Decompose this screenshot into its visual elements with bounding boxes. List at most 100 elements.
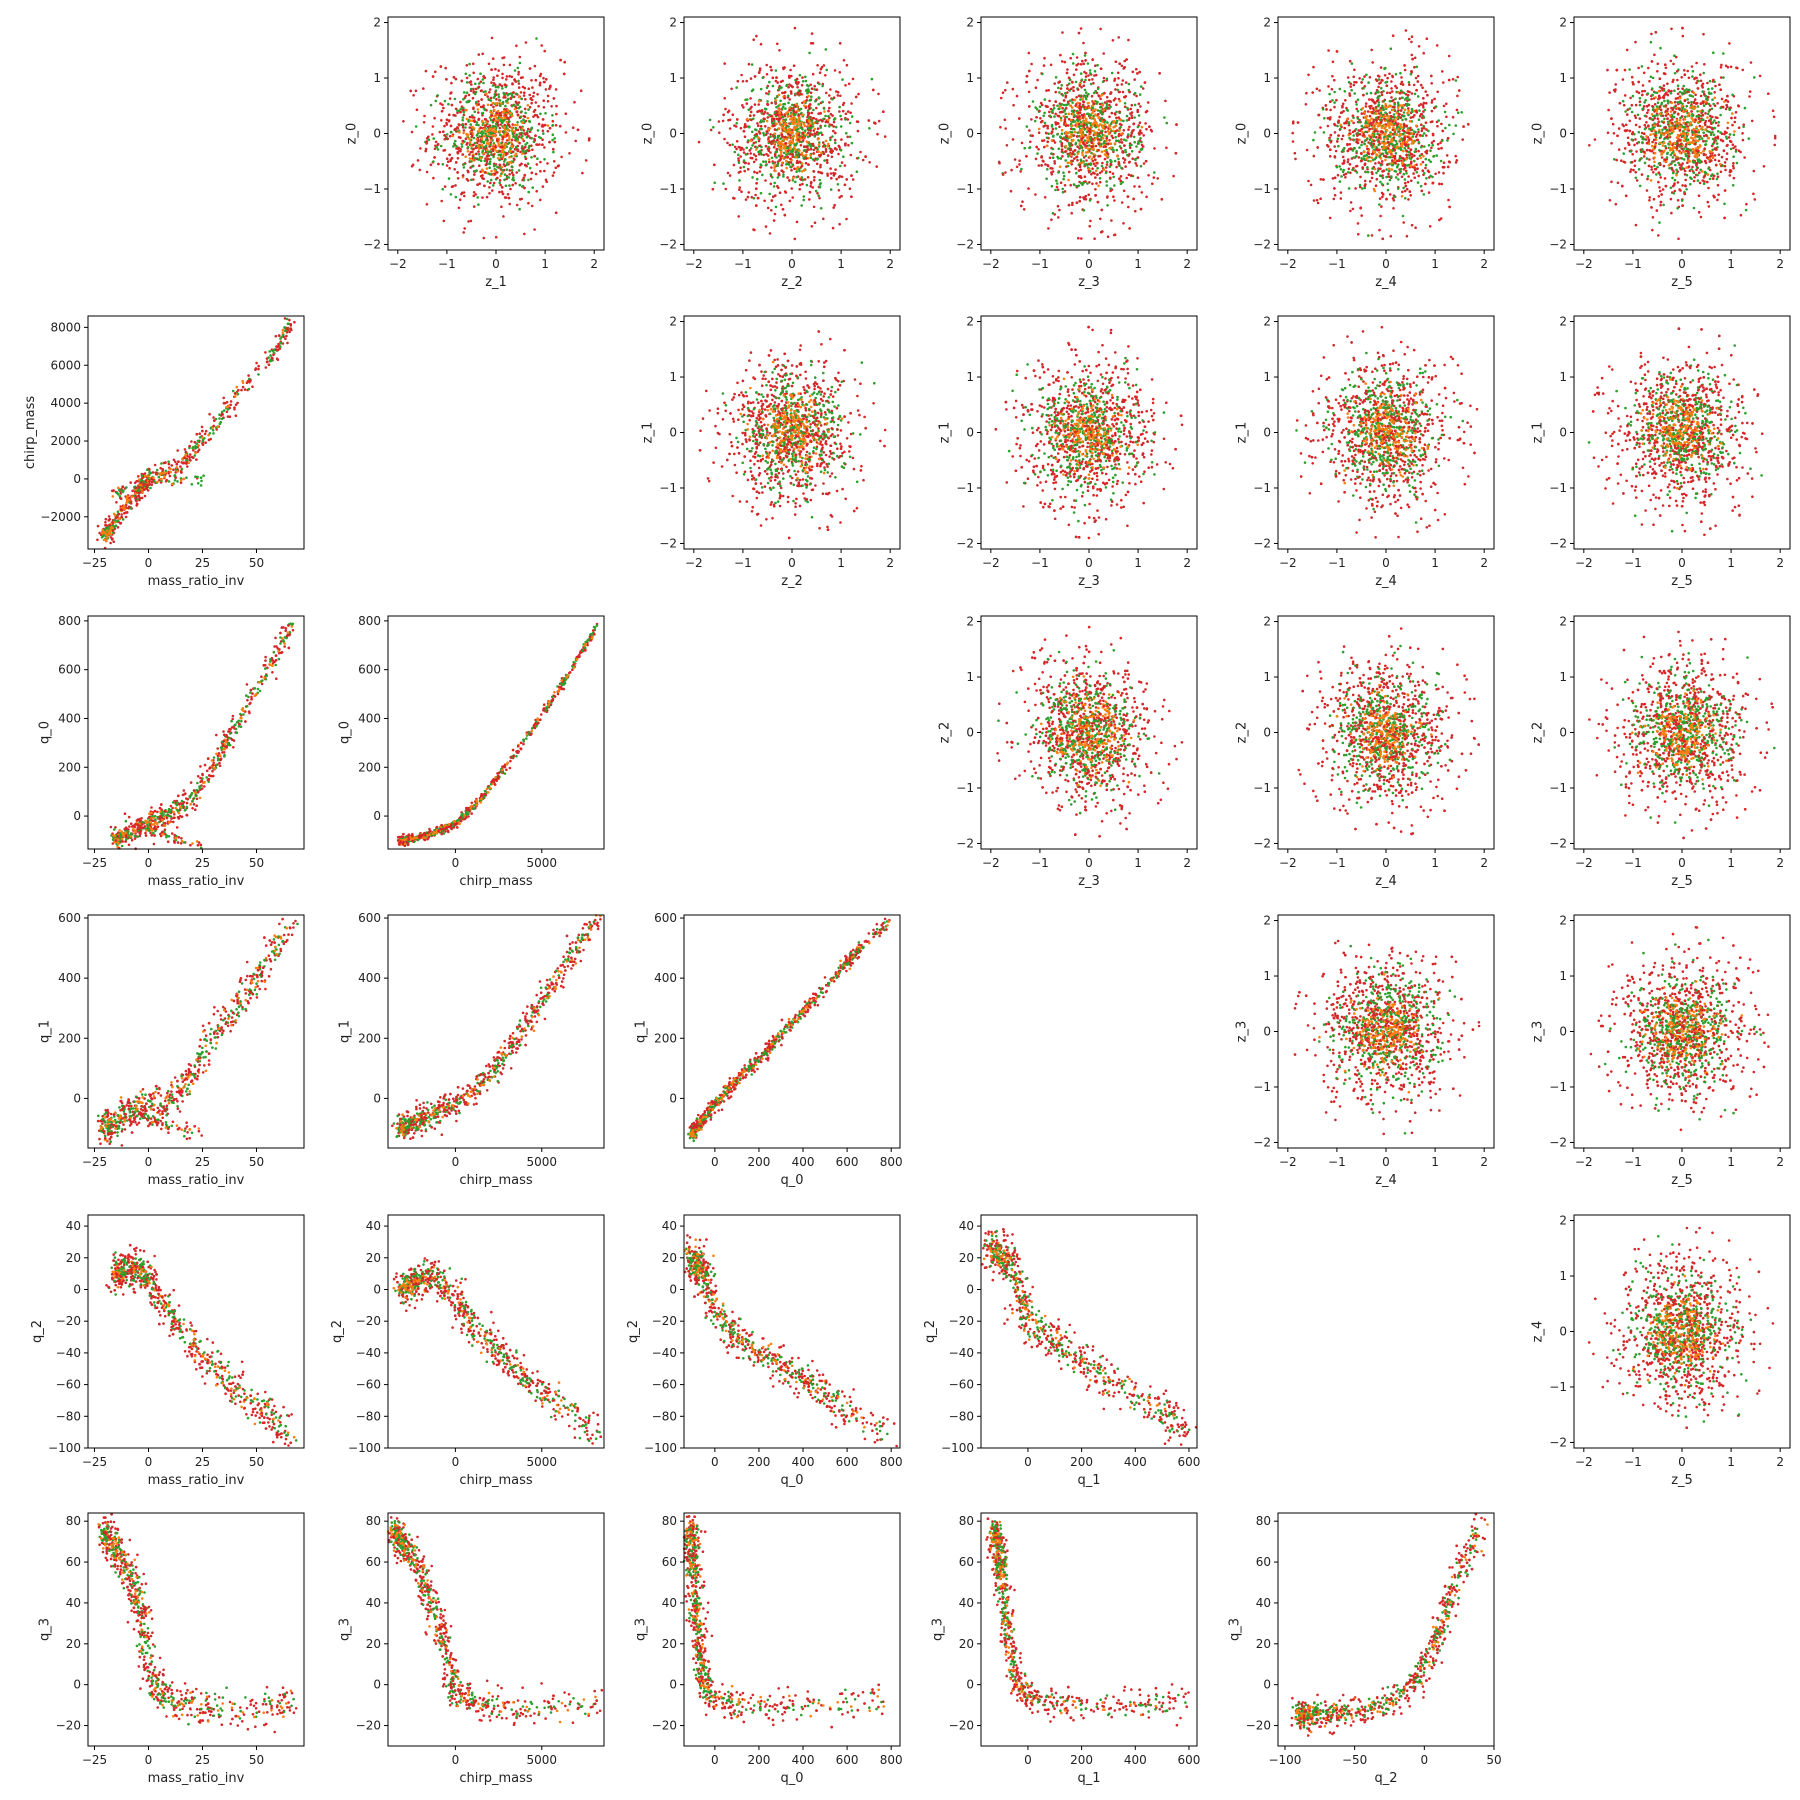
point-green xyxy=(510,95,514,99)
point-orange xyxy=(780,125,784,128)
point-red xyxy=(1424,121,1428,124)
point-red xyxy=(1392,207,1395,210)
point-orange xyxy=(546,124,550,127)
point-red xyxy=(730,87,733,91)
point-red xyxy=(1344,121,1348,124)
point-red xyxy=(1060,60,1064,63)
point-red xyxy=(1379,66,1383,69)
point-red xyxy=(1022,208,1026,211)
point-orange xyxy=(481,119,484,123)
point-green xyxy=(1057,107,1060,111)
point-orange xyxy=(483,127,486,131)
point-green xyxy=(764,160,768,163)
point-orange xyxy=(466,150,470,153)
point-green xyxy=(755,177,759,181)
point-red xyxy=(1075,135,1079,138)
point-green xyxy=(1116,88,1119,92)
x-axis-label: z_2 xyxy=(781,275,803,290)
point-green xyxy=(1082,209,1086,212)
x-tick-label: 1 xyxy=(837,257,845,271)
point-orange xyxy=(798,149,801,152)
point-red xyxy=(1319,197,1322,200)
point-green xyxy=(484,144,488,148)
point-red xyxy=(758,68,762,72)
point-red xyxy=(488,88,492,91)
point-green xyxy=(510,104,514,108)
point-red xyxy=(1123,144,1126,147)
point-red xyxy=(759,124,763,128)
point-red xyxy=(711,187,715,191)
point-green xyxy=(771,84,775,88)
point-green xyxy=(735,122,738,125)
point-red xyxy=(757,124,760,128)
point-red xyxy=(1360,112,1364,115)
point-green xyxy=(1064,112,1067,116)
point-orange xyxy=(1069,104,1072,107)
point-green xyxy=(795,170,798,174)
point-red xyxy=(439,102,442,105)
point-red xyxy=(1416,157,1419,160)
point-green xyxy=(1064,103,1068,107)
point-green xyxy=(1113,184,1116,187)
point-green xyxy=(1074,143,1077,146)
point-green xyxy=(1127,82,1131,86)
point-green xyxy=(791,163,794,166)
point-orange xyxy=(1113,119,1116,123)
point-red xyxy=(516,128,520,132)
point-green xyxy=(528,119,531,123)
point-red xyxy=(418,168,422,172)
point-orange xyxy=(796,123,799,126)
point-red xyxy=(1339,111,1343,115)
point-red xyxy=(1069,183,1072,187)
point-red xyxy=(468,153,471,156)
point-green xyxy=(544,112,547,115)
point-red xyxy=(1025,155,1028,158)
point-red xyxy=(1102,52,1105,55)
point-orange xyxy=(767,128,770,131)
point-green xyxy=(1128,144,1132,147)
point-red xyxy=(552,171,556,174)
point-green xyxy=(1339,127,1342,131)
point-red xyxy=(1442,81,1445,84)
point-red xyxy=(1333,131,1337,134)
point-red xyxy=(1073,157,1076,160)
point-red xyxy=(1291,121,1295,125)
point-red xyxy=(496,176,499,180)
point-red xyxy=(765,130,769,133)
point-green xyxy=(514,92,518,96)
point-red xyxy=(529,177,533,181)
point-red xyxy=(554,88,558,91)
point-red xyxy=(832,174,836,177)
x-axis-label: z_3 xyxy=(1078,275,1100,290)
point-red xyxy=(1342,161,1346,165)
point-orange xyxy=(783,123,786,127)
point-red xyxy=(558,124,562,128)
point-red xyxy=(506,193,510,196)
point-red xyxy=(846,135,849,139)
point-orange xyxy=(1114,124,1118,128)
point-orange xyxy=(817,150,820,153)
point-red xyxy=(1417,174,1420,178)
point-red xyxy=(499,183,502,187)
point-red xyxy=(1044,131,1048,135)
point-green xyxy=(460,145,464,148)
point-red xyxy=(1416,133,1419,136)
point-green xyxy=(1033,119,1037,123)
point-red xyxy=(753,75,757,78)
point-green xyxy=(767,92,770,96)
point-green xyxy=(489,178,493,182)
point-orange xyxy=(504,142,507,146)
point-red xyxy=(501,76,504,80)
point-green xyxy=(1404,117,1407,121)
point-green xyxy=(503,92,506,96)
point-orange xyxy=(1101,103,1105,107)
point-green xyxy=(779,99,782,103)
point-red xyxy=(728,174,732,177)
point-orange xyxy=(451,134,455,138)
point-green xyxy=(1068,143,1071,147)
point-red xyxy=(1413,65,1416,69)
point-green xyxy=(1036,152,1039,155)
point-red xyxy=(1359,206,1362,209)
point-red xyxy=(442,219,446,223)
point-red xyxy=(524,145,527,149)
